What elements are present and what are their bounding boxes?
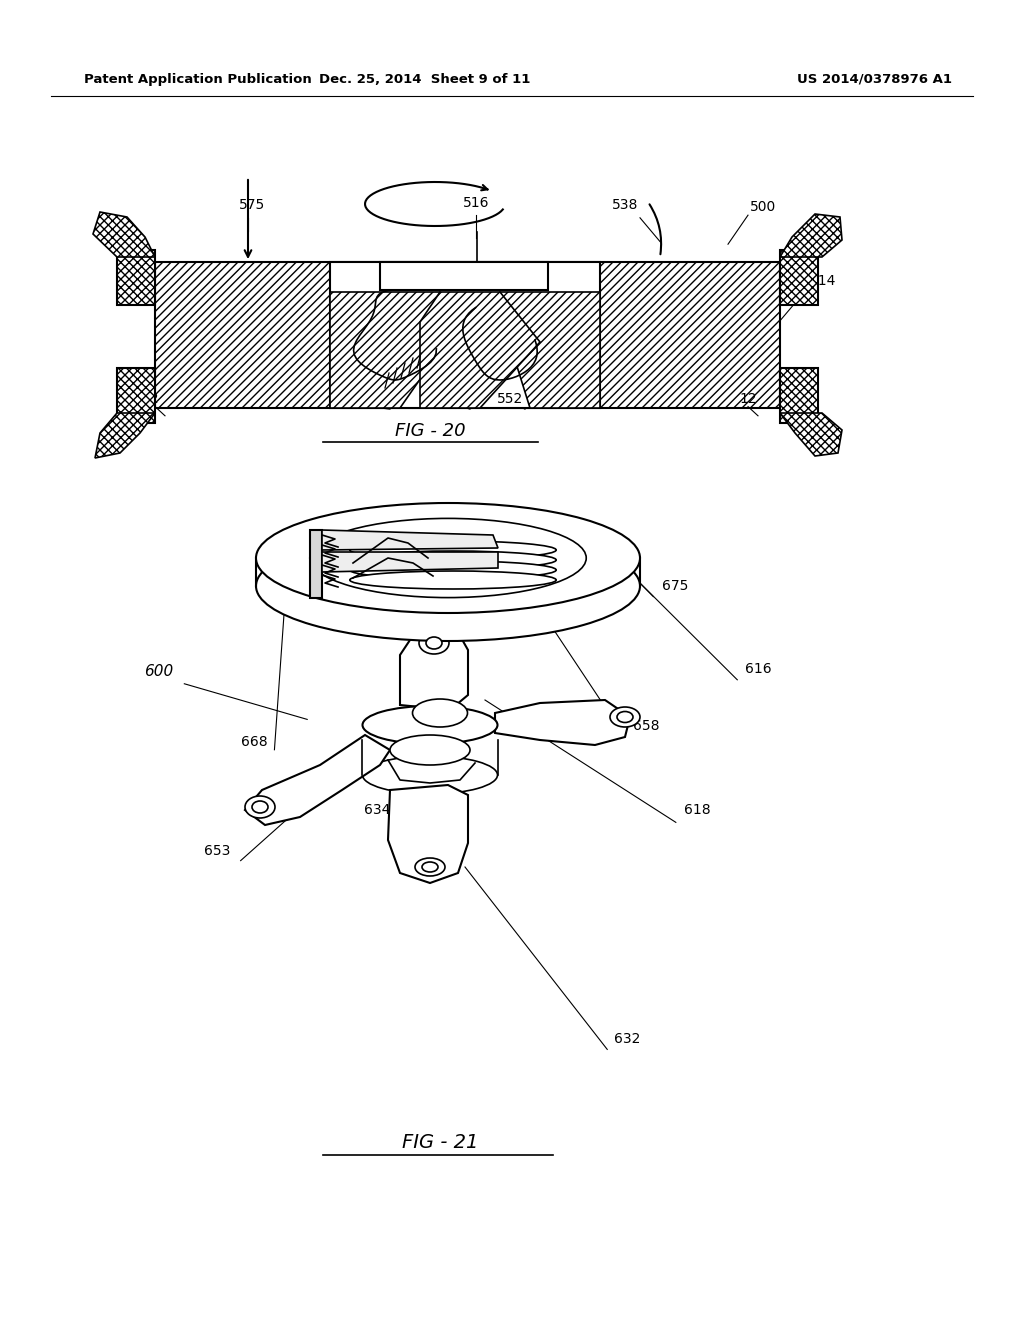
- Text: 632: 632: [614, 1032, 641, 1045]
- Ellipse shape: [256, 531, 640, 642]
- Ellipse shape: [422, 862, 438, 873]
- Polygon shape: [322, 552, 498, 572]
- Text: 500: 500: [750, 201, 776, 214]
- Bar: [780, 249, 818, 305]
- Bar: [117, 249, 155, 305]
- Polygon shape: [322, 531, 498, 550]
- Polygon shape: [95, 413, 155, 458]
- Ellipse shape: [350, 561, 556, 579]
- Polygon shape: [500, 292, 600, 408]
- Text: 516: 516: [463, 197, 489, 210]
- Text: 634: 634: [364, 804, 390, 817]
- Ellipse shape: [362, 756, 498, 795]
- Polygon shape: [388, 785, 468, 883]
- Ellipse shape: [245, 796, 275, 818]
- Polygon shape: [420, 292, 540, 408]
- Ellipse shape: [610, 708, 640, 727]
- Text: 618: 618: [684, 804, 711, 817]
- Ellipse shape: [415, 858, 445, 876]
- Text: 558: 558: [437, 392, 463, 405]
- Text: Patent Application Publication: Patent Application Publication: [84, 73, 311, 86]
- Polygon shape: [495, 700, 630, 744]
- Text: 668: 668: [241, 735, 267, 748]
- Polygon shape: [780, 413, 842, 455]
- Text: 616: 616: [745, 663, 772, 676]
- Ellipse shape: [617, 711, 633, 722]
- Bar: [117, 249, 155, 305]
- Bar: [310, 531, 322, 598]
- Polygon shape: [780, 214, 842, 257]
- Polygon shape: [93, 213, 155, 257]
- Text: 552: 552: [497, 392, 523, 405]
- Text: Dec. 25, 2014  Sheet 9 of 11: Dec. 25, 2014 Sheet 9 of 11: [319, 73, 530, 86]
- Bar: [155, 261, 780, 408]
- Ellipse shape: [309, 519, 586, 598]
- Text: US 2014/0378976 A1: US 2014/0378976 A1: [798, 73, 952, 86]
- Text: 553: 553: [332, 392, 358, 405]
- Text: 575: 575: [239, 198, 265, 211]
- Ellipse shape: [256, 503, 640, 612]
- Text: 675: 675: [662, 579, 688, 593]
- Text: 538: 538: [611, 198, 638, 211]
- Bar: [117, 368, 155, 422]
- Ellipse shape: [390, 735, 470, 766]
- Bar: [117, 368, 155, 422]
- Bar: [155, 261, 780, 408]
- Ellipse shape: [350, 572, 556, 589]
- Text: 600: 600: [144, 664, 173, 678]
- Ellipse shape: [419, 632, 449, 653]
- Bar: [780, 368, 818, 422]
- Bar: [380, 261, 548, 290]
- Ellipse shape: [362, 706, 498, 744]
- Text: 653: 653: [204, 845, 230, 858]
- Text: FIG - 20: FIG - 20: [395, 421, 465, 440]
- Text: 514: 514: [810, 275, 837, 288]
- Ellipse shape: [413, 700, 468, 727]
- Bar: [330, 261, 600, 408]
- Text: 12: 12: [141, 392, 159, 405]
- Ellipse shape: [350, 550, 556, 569]
- Text: 12: 12: [739, 392, 757, 405]
- Ellipse shape: [252, 801, 268, 813]
- Bar: [780, 249, 818, 305]
- Text: 658: 658: [633, 719, 659, 733]
- Polygon shape: [330, 292, 460, 408]
- Text: FIG - 21: FIG - 21: [402, 1134, 478, 1152]
- Polygon shape: [400, 624, 468, 710]
- Ellipse shape: [426, 638, 442, 649]
- Polygon shape: [245, 735, 390, 825]
- Ellipse shape: [350, 541, 556, 558]
- Bar: [780, 368, 818, 422]
